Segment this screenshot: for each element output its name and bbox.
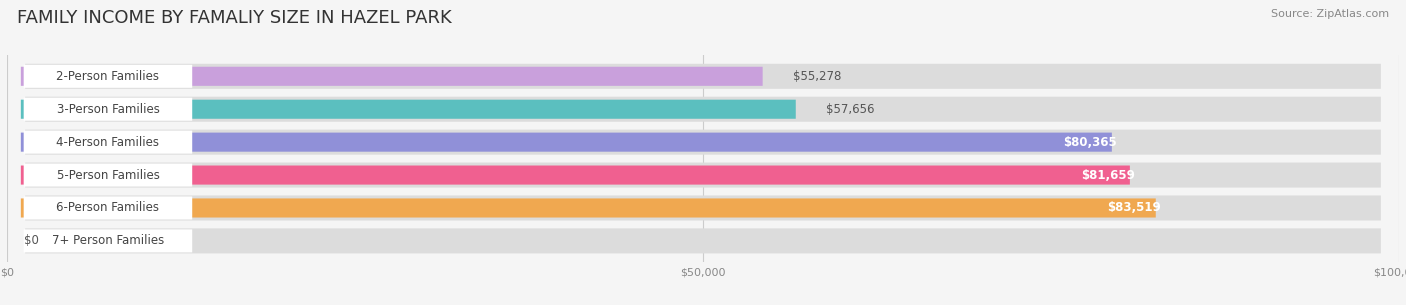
Text: 4-Person Families: 4-Person Families xyxy=(56,136,159,149)
FancyBboxPatch shape xyxy=(21,100,796,119)
Text: 2-Person Families: 2-Person Families xyxy=(56,70,159,83)
FancyBboxPatch shape xyxy=(24,131,193,154)
Text: 6-Person Families: 6-Person Families xyxy=(56,202,159,214)
Text: FAMILY INCOME BY FAMALIY SIZE IN HAZEL PARK: FAMILY INCOME BY FAMALIY SIZE IN HAZEL P… xyxy=(17,9,451,27)
Text: $57,656: $57,656 xyxy=(827,103,875,116)
Text: $0: $0 xyxy=(24,235,38,247)
Text: Source: ZipAtlas.com: Source: ZipAtlas.com xyxy=(1271,9,1389,19)
FancyBboxPatch shape xyxy=(25,130,1381,155)
Text: $55,278: $55,278 xyxy=(793,70,842,83)
FancyBboxPatch shape xyxy=(24,163,193,187)
FancyBboxPatch shape xyxy=(25,97,1381,122)
FancyBboxPatch shape xyxy=(21,199,1156,217)
FancyBboxPatch shape xyxy=(25,163,1381,188)
Text: 7+ Person Families: 7+ Person Families xyxy=(52,235,165,247)
FancyBboxPatch shape xyxy=(24,229,193,253)
FancyBboxPatch shape xyxy=(25,64,1381,89)
FancyBboxPatch shape xyxy=(25,196,1381,221)
FancyBboxPatch shape xyxy=(21,166,1130,185)
Text: $80,365: $80,365 xyxy=(1063,136,1118,149)
FancyBboxPatch shape xyxy=(21,67,762,86)
FancyBboxPatch shape xyxy=(24,65,193,88)
Text: 3-Person Families: 3-Person Families xyxy=(56,103,159,116)
FancyBboxPatch shape xyxy=(25,228,1381,253)
Text: $81,659: $81,659 xyxy=(1081,169,1135,181)
Text: 5-Person Families: 5-Person Families xyxy=(56,169,159,181)
FancyBboxPatch shape xyxy=(24,98,193,121)
FancyBboxPatch shape xyxy=(24,196,193,220)
FancyBboxPatch shape xyxy=(21,133,1112,152)
Text: $83,519: $83,519 xyxy=(1108,202,1161,214)
